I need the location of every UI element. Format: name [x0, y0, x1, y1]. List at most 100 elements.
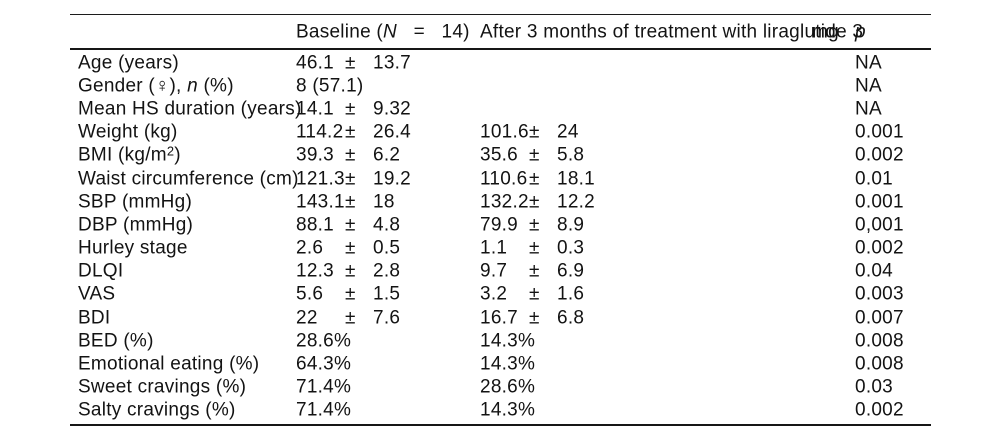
header-p-value: p — [855, 21, 866, 42]
after-value: 16.7 — [480, 307, 518, 329]
cell-after: 14.3% — [480, 401, 563, 420]
results-table: Baseline (N = 14) After 3 months of trea… — [70, 14, 931, 426]
header-baseline: Baseline (N = 14) — [296, 22, 470, 41]
baseline-sd: 19.2 — [373, 168, 411, 190]
table-row: Waist circumference (cm) 121.3± 19.2 110.… — [70, 167, 931, 190]
cell-p-value: NA — [855, 52, 882, 74]
plus-minus-sign: ± — [529, 260, 540, 282]
row-label: DBP (mmHg) — [78, 214, 194, 236]
cell-baseline: 71.4% — [296, 378, 379, 397]
cell-p-value: 0.008 — [855, 353, 904, 375]
baseline-sd: 4.8 — [373, 214, 401, 236]
after-value: 79.9 — [480, 214, 518, 236]
row-label: Waist circumference (cm) — [78, 168, 299, 190]
table-row: Hurley stage 2.6 ±0.5 1.1 ±0.3 0.002 — [70, 237, 931, 260]
header-baseline-rest: = 14) — [396, 21, 470, 42]
plus-minus-sign: ± — [345, 191, 356, 213]
plus-minus-sign: ± — [345, 260, 356, 282]
baseline-sd: 18 — [373, 191, 395, 213]
baseline-sd: 0.5 — [373, 237, 401, 259]
table-row: Salty cravings (%) 71.4% 14.3% 0.002 — [70, 399, 931, 422]
cell-baseline: 28.6% — [296, 331, 379, 350]
baseline-sd: 2.8 — [373, 260, 401, 282]
cell-p-value: 0.001 — [855, 191, 904, 213]
after-sd: 6.8 — [557, 307, 585, 329]
baseline-value: 2.6 — [296, 237, 324, 259]
cell-baseline: 71.4% — [296, 401, 379, 420]
cell-p-value: 0.001 — [855, 121, 904, 143]
plus-minus-sign: ± — [529, 283, 540, 305]
header-baseline-n: N — [383, 21, 397, 42]
cell-baseline: 22 ±7.6 — [296, 308, 400, 327]
table-row: Weight (kg) 114.2± 26.4 101.6± 24 0.001 — [70, 121, 931, 144]
row-label: Age (years) — [78, 52, 179, 74]
table-row: Mean HS duration (years) 14.1 ±9.32 NA — [70, 97, 931, 120]
after-value: 14.3% — [480, 399, 536, 421]
row-label: BDI — [78, 307, 111, 329]
cell-baseline: 14.1 ±9.32 — [296, 99, 411, 118]
baseline-value: 22 — [296, 307, 318, 329]
row-label: Sweet cravings (%) — [78, 376, 247, 398]
cell-baseline: 8 (57.1) — [296, 76, 391, 95]
baseline-value: 121.3 — [296, 168, 345, 190]
cell-p-value: 0.002 — [855, 144, 904, 166]
table-row: BDI 22 ±7.6 16.7 ±6.8 0.007 — [70, 306, 931, 329]
row-label: Salty cravings (%) — [78, 399, 236, 421]
cell-after: 14.3% — [480, 331, 563, 350]
after-value: 132.2 — [480, 191, 529, 213]
plus-minus-sign: ± — [529, 237, 540, 259]
cell-baseline: 88.1 ±4.8 — [296, 215, 400, 234]
baseline-value: 5.6 — [296, 283, 324, 305]
after-sd: 6.9 — [557, 260, 585, 282]
cell-baseline: 39.3 ±6.2 — [296, 146, 400, 165]
plus-minus-sign: ± — [529, 144, 540, 166]
table-row: Age (years) 46.1 ±13.7 NA — [70, 51, 931, 74]
baseline-value: 28.6% — [296, 330, 352, 352]
table-header-row: Baseline (N = 14) After 3 months of trea… — [70, 15, 931, 50]
baseline-value: 46.1 — [296, 52, 334, 74]
after-sd: 5.8 — [557, 144, 585, 166]
plus-minus-sign: ± — [345, 121, 356, 143]
row-label: Gender (♀), n (%) — [78, 75, 234, 97]
baseline-sd: 9.32 — [373, 98, 411, 120]
cell-after: 14.3% — [480, 355, 563, 374]
cell-p-value: 0.04 — [855, 260, 893, 282]
cell-p-value: NA — [855, 75, 882, 97]
after-sd: 18.1 — [557, 168, 595, 190]
cell-p-value: 0.002 — [855, 237, 904, 259]
row-label: Hurley stage — [78, 237, 188, 259]
table-row: DLQI 12.3 ±2.8 9.7 ±6.9 0.04 — [70, 260, 931, 283]
baseline-value: 71.4% — [296, 399, 352, 421]
baseline-sd: 26.4 — [373, 121, 411, 143]
after-sd: 0.3 — [557, 237, 585, 259]
cell-p-value: 0.01 — [855, 168, 893, 190]
after-sd: 8.9 — [557, 214, 585, 236]
row-label: Emotional eating (%) — [78, 353, 260, 375]
baseline-sd: 6.2 — [373, 144, 401, 166]
plus-minus-sign: ± — [345, 144, 356, 166]
plus-minus-sign: ± — [529, 168, 540, 190]
cell-baseline: 2.6 ±0.5 — [296, 239, 400, 258]
baseline-sd: 13.7 — [373, 52, 411, 74]
baseline-value: 71.4% — [296, 376, 352, 398]
cell-after: 3.2 ±1.6 — [480, 285, 584, 304]
row-label: VAS — [78, 283, 116, 305]
plus-minus-sign: ± — [529, 191, 540, 213]
baseline-value: 8 (57.1) — [296, 75, 364, 97]
table-row: VAS 5.6 ±1.5 3.2 ±1.6 0.003 — [70, 283, 931, 306]
cell-p-value: 0.03 — [855, 376, 893, 398]
after-value: 28.6% — [480, 376, 536, 398]
cell-baseline: 64.3% — [296, 355, 379, 374]
cell-after: 28.6% — [480, 378, 563, 397]
cell-baseline: 12.3 ±2.8 — [296, 262, 400, 281]
after-value: 1.1 — [480, 237, 508, 259]
plus-minus-sign: ± — [345, 52, 356, 74]
plus-minus-sign: ± — [345, 237, 356, 259]
cell-after: 1.1 ±0.3 — [480, 239, 584, 258]
baseline-value: 143.1 — [296, 191, 345, 213]
table-row: BED (%) 28.6% 14.3% 0.008 — [70, 329, 931, 352]
plus-minus-sign: ± — [529, 214, 540, 236]
cell-p-value: NA — [855, 98, 882, 120]
plus-minus-sign: ± — [529, 121, 540, 143]
baseline-value: 88.1 — [296, 214, 334, 236]
